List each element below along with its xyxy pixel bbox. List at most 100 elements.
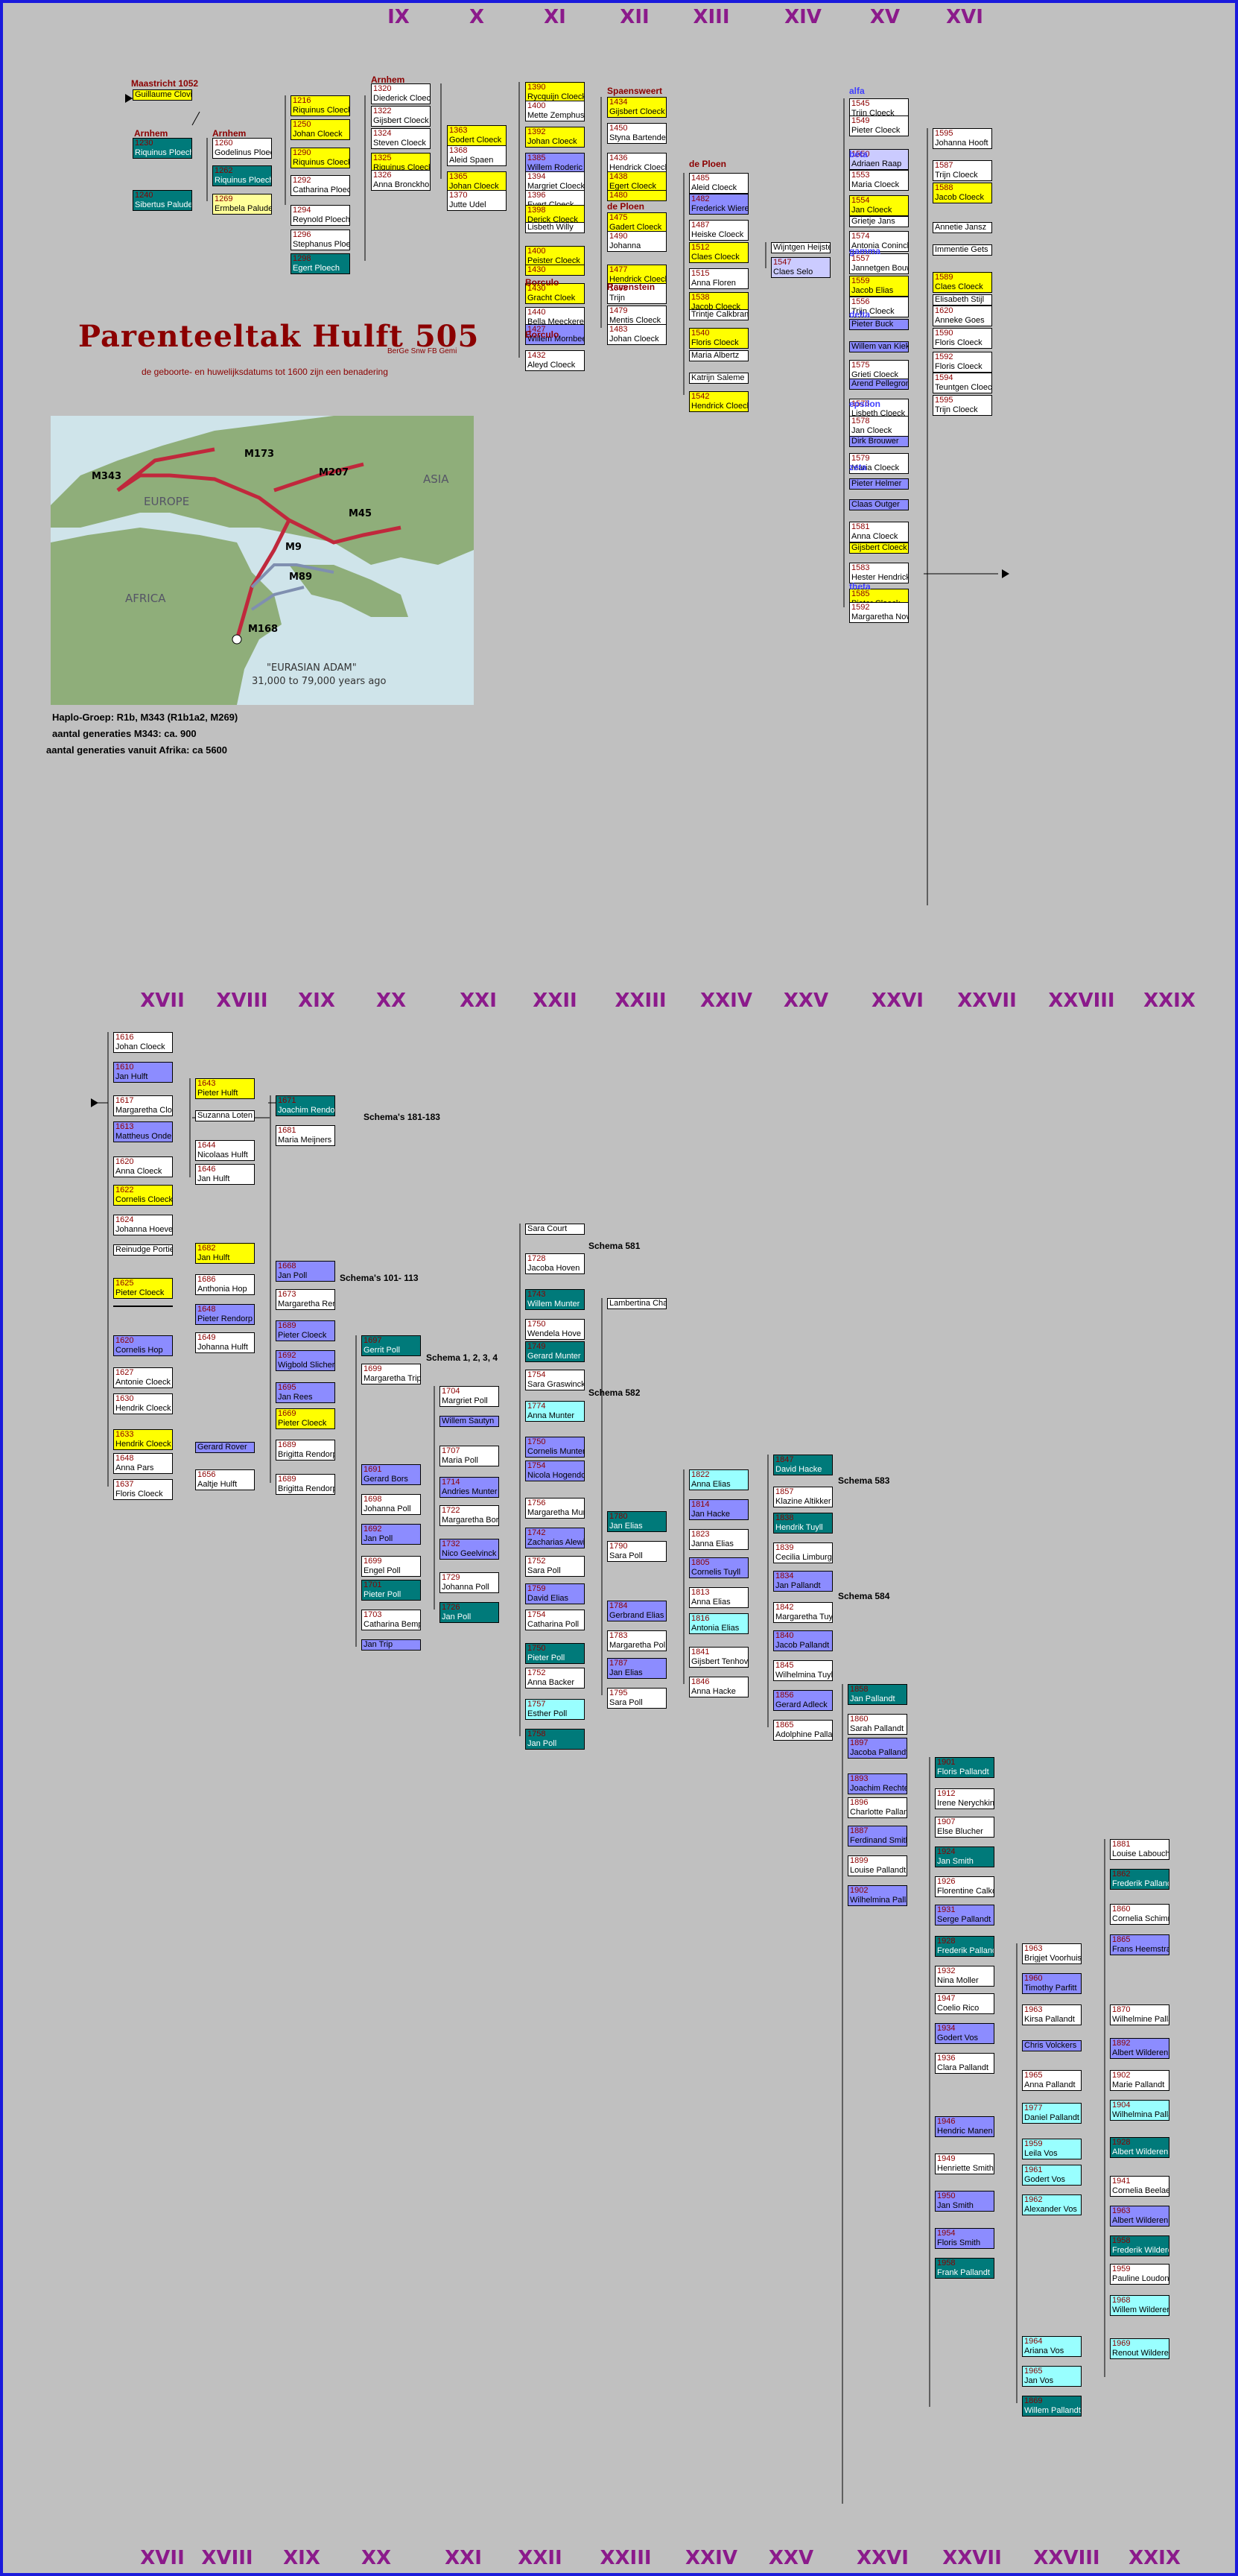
- person-name: Klazine Altikker: [775, 1497, 831, 1506]
- person-name: Maria Albertz: [691, 351, 740, 360]
- person-name: Florentine Calkoen: [937, 1887, 994, 1896]
- place-label: Arnhem: [371, 75, 405, 85]
- generation-header: XV: [869, 6, 901, 28]
- person-year: 1754: [527, 1461, 546, 1470]
- person-box: 1787 Jan Elias: [607, 1658, 667, 1679]
- person-year: 1949: [937, 2154, 956, 2163]
- person-year: 1617: [115, 1096, 134, 1105]
- generation-header: XX: [375, 990, 407, 1012]
- person-box: 1689 Brigitta Rendorp: [276, 1440, 335, 1461]
- person-year: 1703: [364, 1610, 382, 1619]
- person-box: 1556 Trijn Cloeck: [849, 297, 909, 317]
- person-box: 1624 Johanna Hoeve: [113, 1215, 173, 1235]
- person-box: 1633 Hendrik Cloeck: [113, 1429, 173, 1450]
- person-box: 1290 Riquinus Cloeck: [291, 148, 350, 168]
- person-year: 1754: [527, 1370, 546, 1379]
- person-box: 1430 Gracht Cloek: [525, 283, 585, 304]
- person-name: Jan Poll: [442, 1613, 472, 1621]
- person-year: 1689: [278, 1321, 296, 1330]
- person-box: 1549 Pieter Cloeck: [849, 115, 909, 136]
- map-adam: "EURASIAN ADAM": [267, 662, 357, 674]
- person-name: Wijntgen Heijster: [773, 243, 830, 252]
- person-name: Andries Munter: [442, 1487, 498, 1496]
- person-name: Godert Vos: [1024, 2175, 1066, 2184]
- branch-label: gamma: [849, 246, 881, 256]
- generation-header: XXVII: [957, 990, 1017, 1012]
- person-name: Anna Pars: [115, 1463, 154, 1472]
- person-name: Maria Poll: [442, 1456, 478, 1465]
- person-name: Jan Vos: [1024, 2376, 1054, 2385]
- person-name: Johan Cloeck: [115, 1042, 165, 1051]
- person-year: 1633: [115, 1430, 134, 1439]
- person-box: 1839 Cecilia Limburg: [773, 1542, 833, 1563]
- person-box: 1587 Trijn Cloeck: [933, 160, 992, 181]
- person-year: 1842: [775, 1603, 794, 1612]
- person-year: 1620: [115, 1157, 134, 1166]
- page-title: Parenteeltak Hulft 505: [78, 319, 480, 354]
- person-name: Catharina Ploech: [293, 186, 349, 194]
- person-name: Ariana Vos: [1024, 2346, 1064, 2355]
- person-name: Egert Cloeck: [609, 182, 656, 191]
- branch-label: beta: [849, 149, 868, 159]
- generation-footer: XXVII: [942, 2547, 1002, 2569]
- person-year: 1368: [449, 146, 468, 155]
- person-box: 1869 Willem Pallandt: [1022, 2396, 1082, 2417]
- person-name: Johanna Poll: [442, 1583, 489, 1592]
- person-name: Riquinus Ploech: [215, 176, 271, 185]
- generation-header: XXIV: [700, 990, 752, 1012]
- person-box: Pieter Helmer: [849, 478, 909, 490]
- person-box: 1385 Willem Roderic: [525, 153, 585, 174]
- person-name: Teuntgen Cloeck: [935, 383, 991, 392]
- person-name: Johanna Poll: [364, 1504, 411, 1513]
- person-year: 1588: [935, 183, 953, 192]
- person-box: 1368 Aleid Spaen: [447, 145, 507, 166]
- person-year: 1671: [278, 1096, 296, 1105]
- person-box: 1390 Rycquijn Cloeck: [525, 82, 585, 103]
- person-year: 1656: [197, 1470, 216, 1479]
- person-year: 1620: [935, 306, 953, 315]
- person-year: 1969: [1112, 2339, 1131, 2348]
- person-box: 1813 Anna Elias: [689, 1587, 749, 1608]
- person-box: Claas Outger: [849, 499, 909, 510]
- person-year: 1899: [850, 1856, 869, 1865]
- person-year: 1934: [937, 2024, 956, 2033]
- person-box: 1752 Anna Backer: [525, 1668, 585, 1689]
- person-name: Grietje Jans: [851, 217, 895, 226]
- person-box: Grietje Jans: [849, 216, 909, 227]
- person-box: 1438 Egert Cloeck: [607, 171, 667, 192]
- person-box: 1934 Godert Vos: [935, 2023, 994, 2044]
- person-name: Albert Wilderen: [1112, 2148, 1169, 2156]
- person-name: Mette Zemphusen: [527, 111, 584, 120]
- generation-footer: XXV: [768, 2547, 814, 2569]
- person-name: Anna Hacke: [691, 1687, 736, 1696]
- person-name: Serge Pallandt: [937, 1915, 991, 1924]
- person-name: Anna Backer: [527, 1678, 574, 1687]
- person-year: 1752: [527, 1668, 546, 1677]
- person-name: Margaretha Bors: [442, 1516, 498, 1525]
- person-box: 1805 Cornelis Tuyll: [689, 1557, 749, 1578]
- person-box: Reinudge Portie: [113, 1244, 173, 1256]
- person-year: 1805: [691, 1558, 710, 1567]
- person-name: Jan Hulft: [197, 1174, 230, 1183]
- generation-footer: XVII: [140, 2547, 185, 2569]
- person-year: 1290: [293, 148, 311, 157]
- person-box: 1691 Gerard Bors: [361, 1464, 421, 1485]
- person-box: 1774 Anna Munter: [525, 1401, 585, 1422]
- person-year: 1430: [527, 265, 546, 274]
- person-name: Trijn: [609, 294, 625, 303]
- person-box: 1322 Gijsbert Cloeck: [371, 106, 431, 127]
- person-name: Jacoba Hoven: [527, 1264, 580, 1273]
- person-box: 1616 Johan Cloeck: [113, 1032, 173, 1053]
- person-name: Lambertina Chastelain: [609, 1299, 666, 1308]
- person-year: 1752: [527, 1557, 546, 1566]
- person-year: 1692: [278, 1351, 296, 1360]
- person-year: 1592: [935, 352, 953, 361]
- person-name: Anna Floren: [691, 279, 736, 288]
- person-year: 1216: [293, 96, 311, 105]
- person-box: 1648 Pieter Rendorp: [195, 1304, 255, 1325]
- person-year: 1816: [691, 1614, 710, 1623]
- person-name: Claas Outger: [851, 500, 900, 509]
- person-year: 1365: [449, 172, 468, 181]
